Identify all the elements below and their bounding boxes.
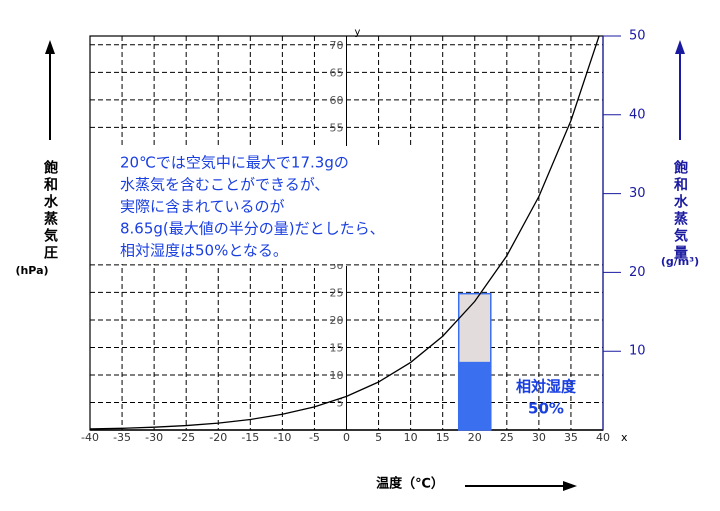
x-arrow-head <box>563 481 577 491</box>
annotation-line: 実際に含まれているのが <box>120 198 285 216</box>
x-tick-label: -35 <box>113 431 131 444</box>
y2-tick-label: 20 <box>629 265 646 280</box>
x-tick-label: -30 <box>145 431 163 444</box>
x-tick-label: 10 <box>404 431 418 444</box>
humidity-label: 50% <box>528 400 564 418</box>
y-tick-label: 20 <box>330 314 344 327</box>
y2-unit: (g/m³) <box>661 255 699 268</box>
x-tick-label: -15 <box>241 431 259 444</box>
curve <box>90 36 600 430</box>
x-tick-label: -5 <box>309 431 320 444</box>
x-tick-label: 15 <box>436 431 450 444</box>
y-tick-label: 5 <box>337 396 344 409</box>
x-axis-name: x <box>621 431 628 444</box>
y2-tick-label: 30 <box>629 186 646 201</box>
x-tick-label: 0 <box>343 431 350 444</box>
annotation-line: 8.65g(最大値の半分の量)だとしたら、 <box>120 220 385 238</box>
x-tick-label: 5 <box>375 431 382 444</box>
y-tick-label: 60 <box>330 94 344 107</box>
x-tick-label: 30 <box>532 431 546 444</box>
y-tick-label: 15 <box>330 341 344 354</box>
x-tick-label: 25 <box>500 431 514 444</box>
y-tick-label: 70 <box>330 39 344 52</box>
x-tick-label: 20 <box>468 431 482 444</box>
y2-label: 飽和水蒸気量 <box>672 159 689 262</box>
y-tick-label: 10 <box>330 369 344 382</box>
annotation-box <box>108 148 438 264</box>
actual-vapor-bar <box>458 361 491 430</box>
y2-tick-label: 10 <box>629 344 646 359</box>
x-tick-label: -25 <box>177 431 195 444</box>
y2-tick-label: 40 <box>629 107 646 122</box>
x-tick-label: 40 <box>596 431 610 444</box>
y-label: 飽和水蒸気圧 <box>42 159 59 262</box>
y-arrow-head <box>45 40 55 54</box>
x-label: 温度（℃） <box>376 476 444 492</box>
annotation-line: 20℃では空気中に最大で17.3gの <box>120 154 349 172</box>
y-tick-label: 55 <box>330 121 344 134</box>
y-axis-name: y <box>355 27 361 38</box>
x-tick-label: 35 <box>564 431 578 444</box>
y-tick-label: 65 <box>330 66 344 79</box>
annotation-line: 水蒸気を含むことができるが、 <box>120 176 329 194</box>
x-tick-label: -20 <box>209 431 227 444</box>
y-unit: (hPa) <box>15 264 48 277</box>
y-tick-label: 25 <box>330 286 344 299</box>
y2-arrow-head <box>675 40 685 54</box>
y2-tick-label: 50 <box>629 29 646 44</box>
x-tick-label: -10 <box>273 431 291 444</box>
x-tick-label: -40 <box>81 431 99 444</box>
annotation-line: 相対湿度は50%となる。 <box>120 242 288 260</box>
humidity-label: 相対湿度 <box>516 378 577 396</box>
